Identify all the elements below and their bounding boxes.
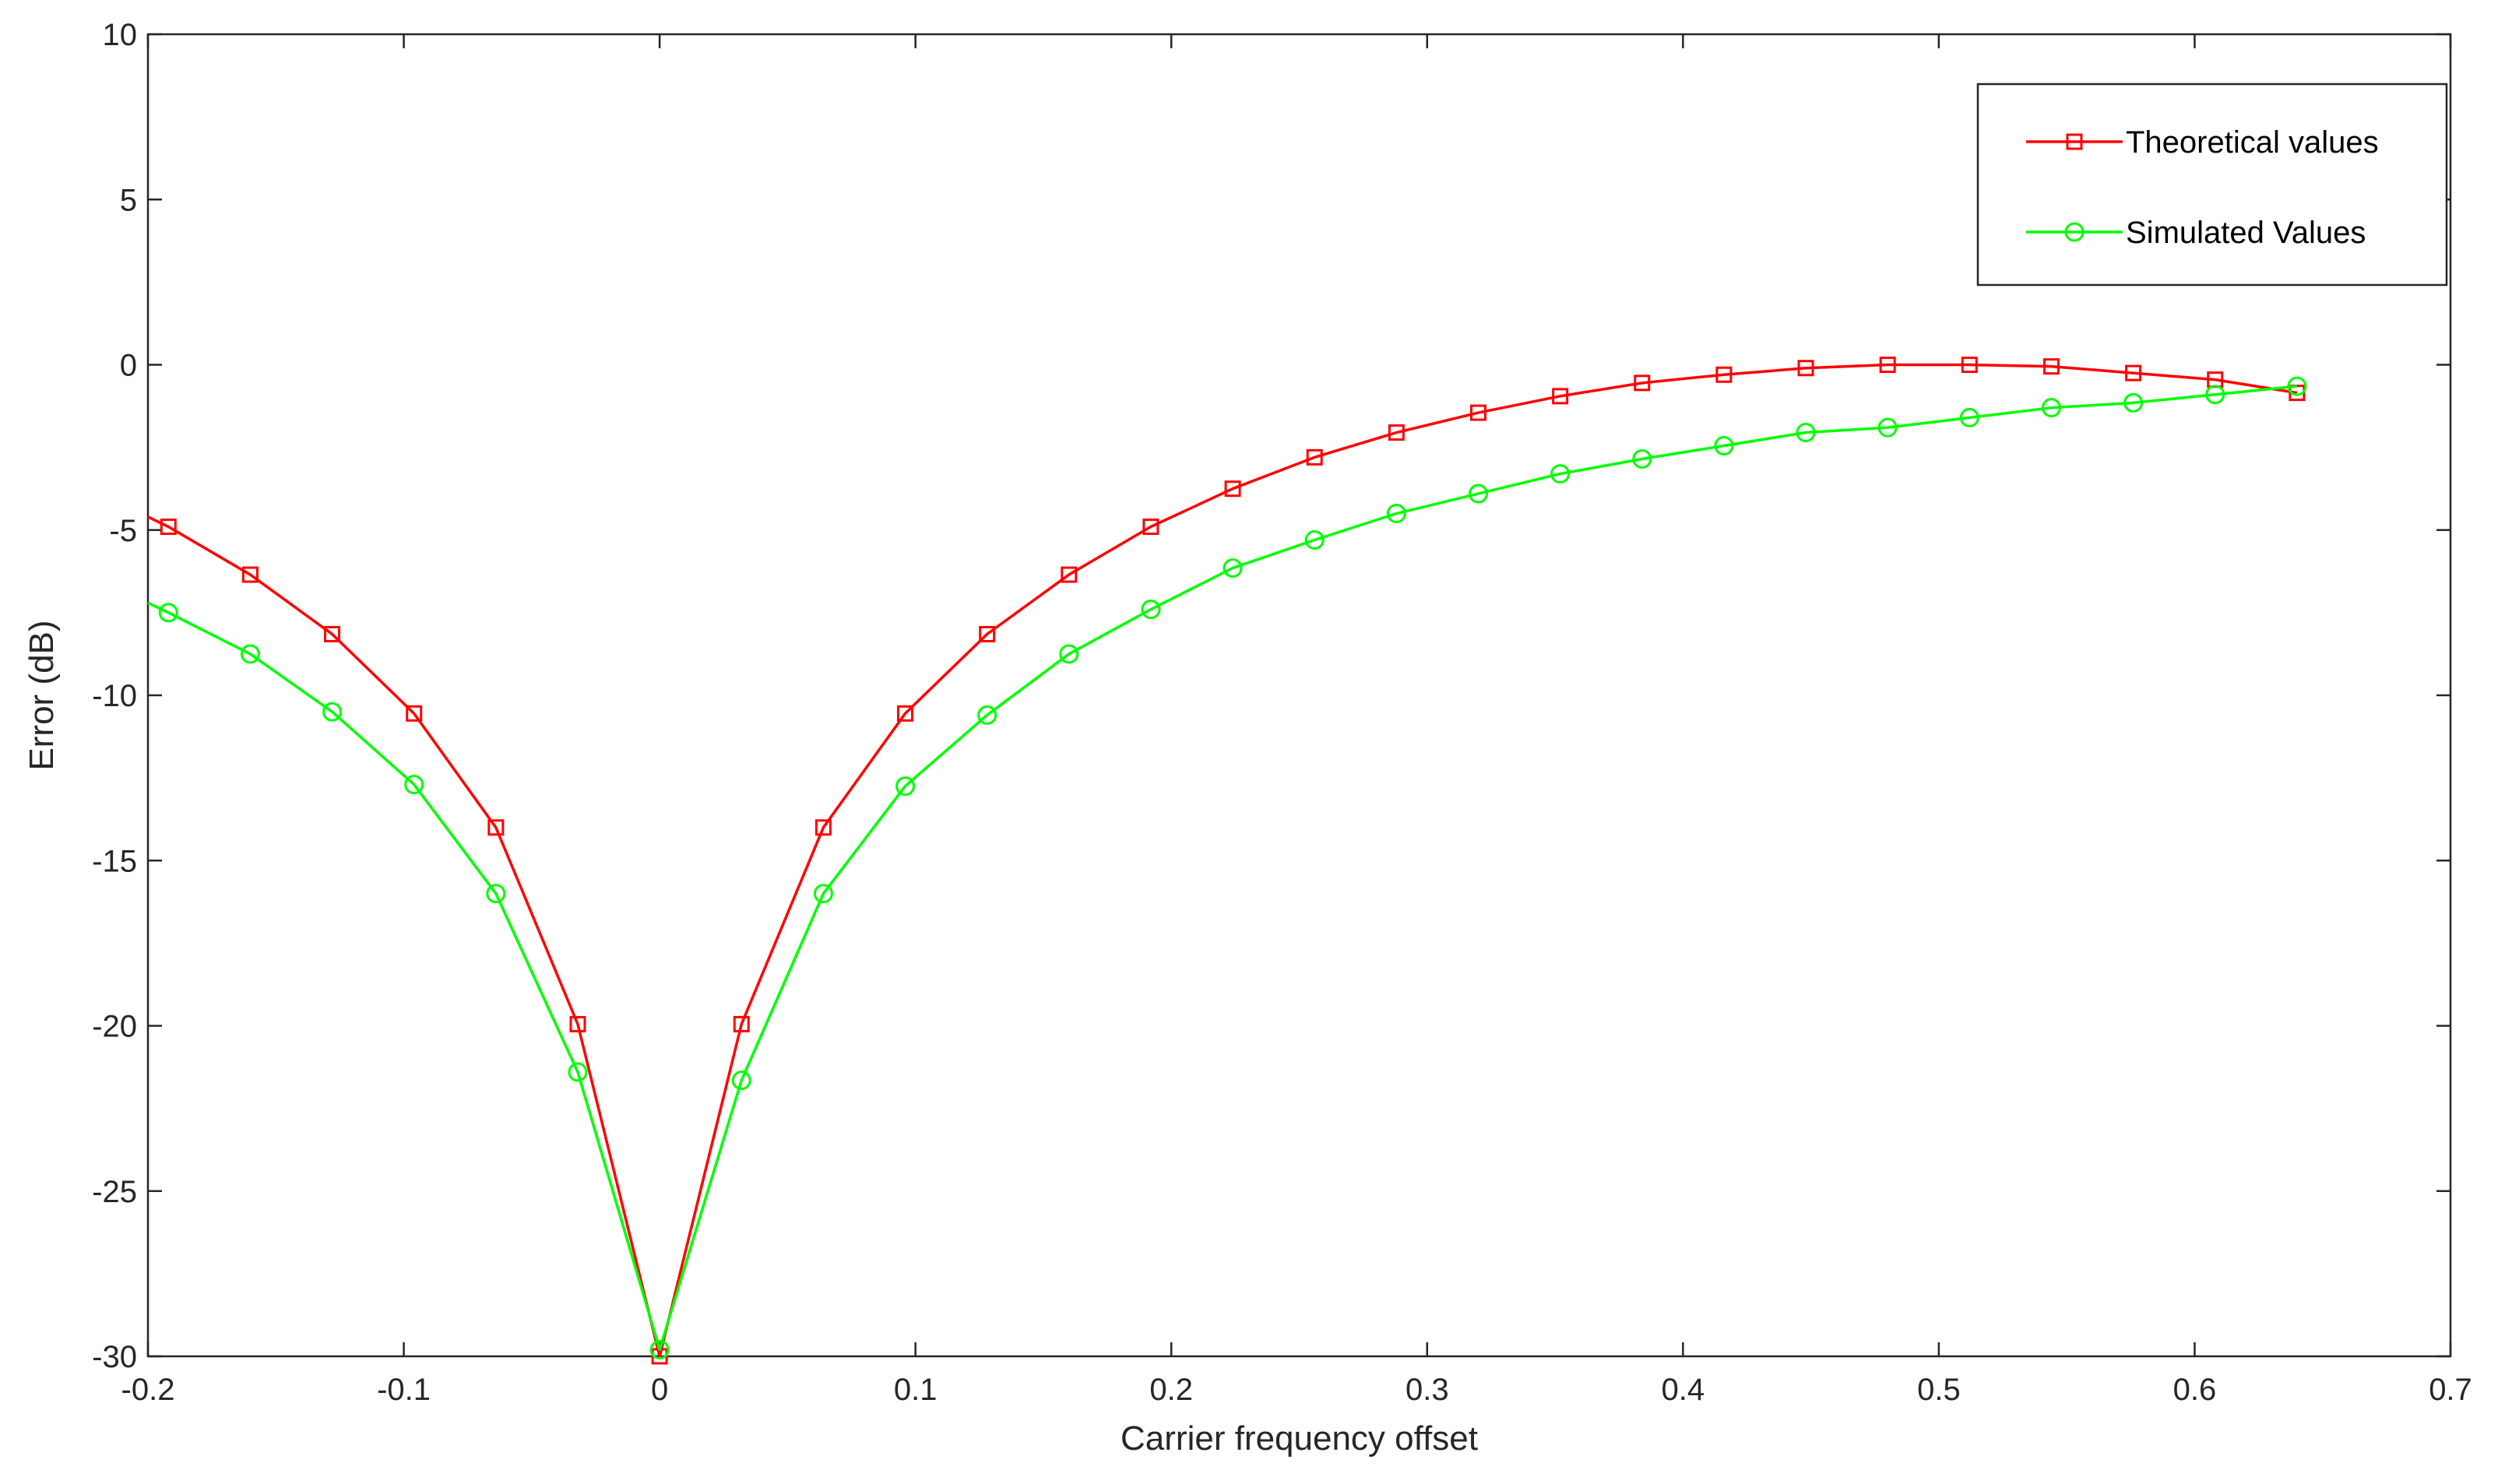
data-point (2287, 376, 2307, 396)
series-theoretical (147, 357, 2306, 1365)
data-point (1059, 644, 1079, 664)
data-point (486, 884, 506, 904)
data-point (568, 1062, 588, 1082)
data-point (1879, 357, 1896, 373)
series-line (147, 363, 2298, 1358)
data-point (1304, 529, 1325, 550)
y-tick-label: -25 (92, 1175, 137, 1209)
data-point (1714, 436, 1734, 456)
data-point (731, 1071, 751, 1091)
x-tick-label: -0.1 (377, 1373, 431, 1407)
data-point (2123, 392, 2144, 413)
data-point (1141, 600, 1161, 620)
data-point (1959, 407, 1979, 427)
legend: Theoretical values Simulated Values (1976, 83, 2448, 287)
data-point (1715, 366, 1733, 383)
data-point (240, 644, 260, 664)
series-simulated (147, 376, 2307, 1360)
y-tick-label: -30 (92, 1340, 137, 1374)
data-point (1224, 480, 1241, 498)
data-point (649, 1340, 670, 1360)
data-point (1877, 417, 1898, 438)
data-point (1388, 424, 1405, 441)
data-point (241, 566, 259, 583)
data-point (324, 625, 341, 642)
data-point (1634, 375, 1651, 392)
y-axis-label: Error (dB) (23, 620, 61, 770)
legend-label: Simulated Values (2126, 216, 2366, 250)
data-point (1306, 448, 1323, 466)
legend-label: Theoretical values (2126, 125, 2379, 160)
legend-entry: Theoretical values (2026, 125, 2379, 160)
x-axis-label: Carrier frequency offset (1121, 1419, 1478, 1458)
data-point (1550, 464, 1571, 484)
data-point (1797, 360, 1814, 377)
data-point (322, 702, 343, 722)
legend-marker (2066, 133, 2083, 150)
data-point (814, 819, 832, 836)
data-point (569, 1015, 586, 1032)
data-point (1552, 388, 1569, 405)
x-tick-label: 0.4 (1662, 1373, 1705, 1407)
x-tick-label: 0.2 (1149, 1373, 1193, 1407)
data-point (1386, 504, 1406, 524)
y-tick-label: 10 (103, 18, 138, 52)
data-point (160, 519, 177, 536)
y-tick-label: -5 (109, 514, 137, 548)
data-point (404, 775, 424, 795)
data-point (2205, 385, 2225, 405)
series-line (147, 385, 2298, 1352)
data-point (1142, 519, 1159, 536)
data-point (977, 705, 997, 725)
data-point (733, 1015, 750, 1032)
data-point (979, 625, 996, 642)
legend-entry: Simulated Values (2026, 216, 2366, 250)
data-series (147, 357, 2307, 1365)
data-point (897, 705, 914, 722)
x-tick-label: 0.1 (894, 1373, 938, 1407)
x-tick-label: 0.3 (1406, 1373, 1449, 1407)
legend-marker (2064, 222, 2085, 242)
data-point (1961, 357, 1978, 373)
data-point (1469, 404, 1486, 421)
x-tick-label: 0.6 (2173, 1373, 2217, 1407)
data-point (2041, 398, 2061, 418)
data-point (895, 776, 916, 797)
x-tick-label: 0 (651, 1373, 668, 1407)
x-tick-label: 0.5 (1917, 1373, 1961, 1407)
data-point (1632, 448, 1652, 469)
data-point (406, 705, 423, 722)
data-point (813, 884, 833, 904)
axis-ticks: -0.2 -0.1 0 0.1 0.2 0.3 0.4 0.5 0.6 0.7 10 5 0 -5 -10 -… (92, 18, 2472, 1407)
y-tick-label: -15 (92, 844, 137, 878)
x-tick-label: -0.2 (121, 1373, 175, 1407)
data-point (1061, 566, 1078, 583)
data-point (1468, 484, 1488, 504)
data-point (2042, 358, 2060, 375)
data-point (1223, 558, 1243, 578)
data-point (158, 603, 178, 623)
data-point (1796, 423, 1816, 443)
legend-box (1976, 83, 2448, 287)
y-tick-label: -10 (92, 679, 137, 713)
x-tick-label: 0.7 (2429, 1373, 2472, 1407)
y-tick-label: -20 (92, 1010, 137, 1044)
y-tick-label: 5 (120, 183, 137, 217)
y-tick-label: 0 (120, 349, 137, 383)
data-point (2125, 364, 2142, 382)
data-point (487, 819, 505, 836)
